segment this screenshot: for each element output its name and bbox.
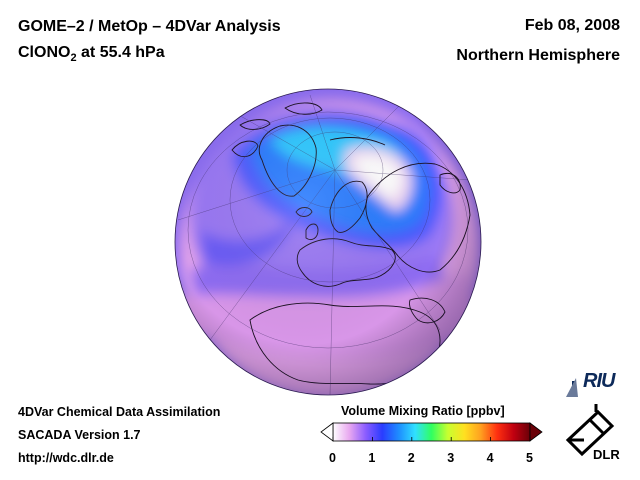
riu-logo-text: RIU bbox=[583, 370, 615, 392]
species-label: ClONO bbox=[18, 44, 71, 61]
globe bbox=[175, 89, 481, 395]
colorbar-low-arrow bbox=[320, 422, 334, 442]
footer-url: http://wdc.dlr.de bbox=[18, 451, 114, 465]
colorbar-title: Volume Mixing Ratio [ppbv] bbox=[341, 404, 505, 418]
region-label: Northern Hemisphere bbox=[456, 47, 620, 64]
colorbar-tick-label: 1 bbox=[368, 451, 376, 465]
colorbar-tick-label: 3 bbox=[447, 451, 455, 465]
riu-logo bbox=[566, 378, 578, 397]
footer-line-2: SACADA Version 1.7 bbox=[18, 428, 141, 442]
footer-line-1: 4DVar Chemical Data Assimilation bbox=[18, 405, 221, 419]
date-label: Feb 08, 2008 bbox=[524, 17, 620, 34]
colorbar-tick-label: 0 bbox=[329, 451, 336, 465]
colorbar-tick-label: 5 bbox=[526, 451, 533, 465]
dlr-logo bbox=[565, 404, 615, 457]
colorbar-tick-label: 2 bbox=[407, 451, 415, 465]
map-subtitle: ClONO2 at 55.4 hPa bbox=[18, 44, 165, 64]
colorbar-tick-label: 4 bbox=[486, 451, 494, 465]
dlr-logo-text: DLR bbox=[593, 447, 620, 462]
globe-outline bbox=[174, 88, 482, 396]
colorbar bbox=[320, 422, 543, 442]
pressure-level-label: at 55.4 hPa bbox=[76, 44, 165, 61]
species-subscript: 2 bbox=[70, 52, 77, 65]
colorbar-high-arrow bbox=[529, 422, 543, 442]
colorbar-gradient bbox=[332, 422, 531, 442]
map-title: GOME–2 / MetOp – 4DVar Analysis bbox=[18, 18, 281, 35]
